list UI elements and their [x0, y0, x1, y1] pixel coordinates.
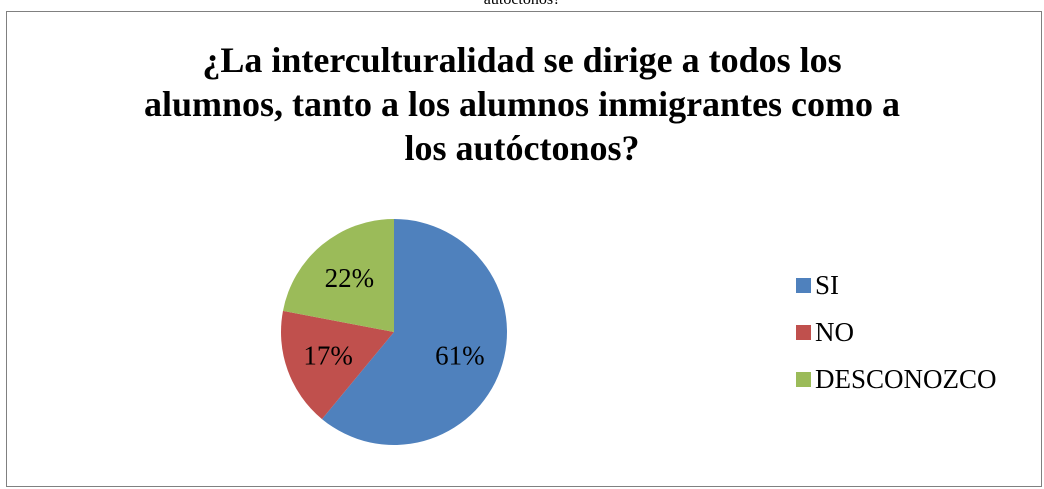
- legend-label-desconozco: DESCONOZCO: [815, 364, 997, 394]
- pie-slice-si: [321, 219, 508, 446]
- legend-item-si: SI: [796, 262, 997, 309]
- chart-title-line: ¿La interculturalidad se dirige a todos …: [202, 40, 842, 80]
- chart-title: ¿La interculturalidad se dirige a todos …: [0, 38, 1044, 170]
- legend: SI NO DESCONOZCO: [796, 262, 997, 403]
- caption-fragment: autóctonos?: [0, 0, 1044, 9]
- data-label-si: 61%: [435, 341, 485, 371]
- data-label-desconozco: 22%: [325, 263, 375, 293]
- chart-title-line: alumnos, tanto a los alumnos inmigrantes…: [143, 84, 901, 124]
- pie-slice-desconozco: [283, 219, 394, 332]
- legend-swatch-si: [796, 278, 811, 293]
- legend-label-no: NO: [815, 317, 854, 347]
- legend-swatch-desconozco: [796, 372, 811, 387]
- legend-label-si: SI: [815, 270, 840, 300]
- data-label-no: 17%: [303, 341, 353, 371]
- legend-item-desconozco: DESCONOZCO: [796, 356, 997, 403]
- chart-area: [6, 11, 1042, 487]
- legend-item-no: NO: [796, 309, 997, 356]
- chart-title-line: los autóctonos?: [404, 128, 640, 168]
- legend-swatch-no: [796, 325, 811, 340]
- pie-slice-no: [280, 310, 394, 420]
